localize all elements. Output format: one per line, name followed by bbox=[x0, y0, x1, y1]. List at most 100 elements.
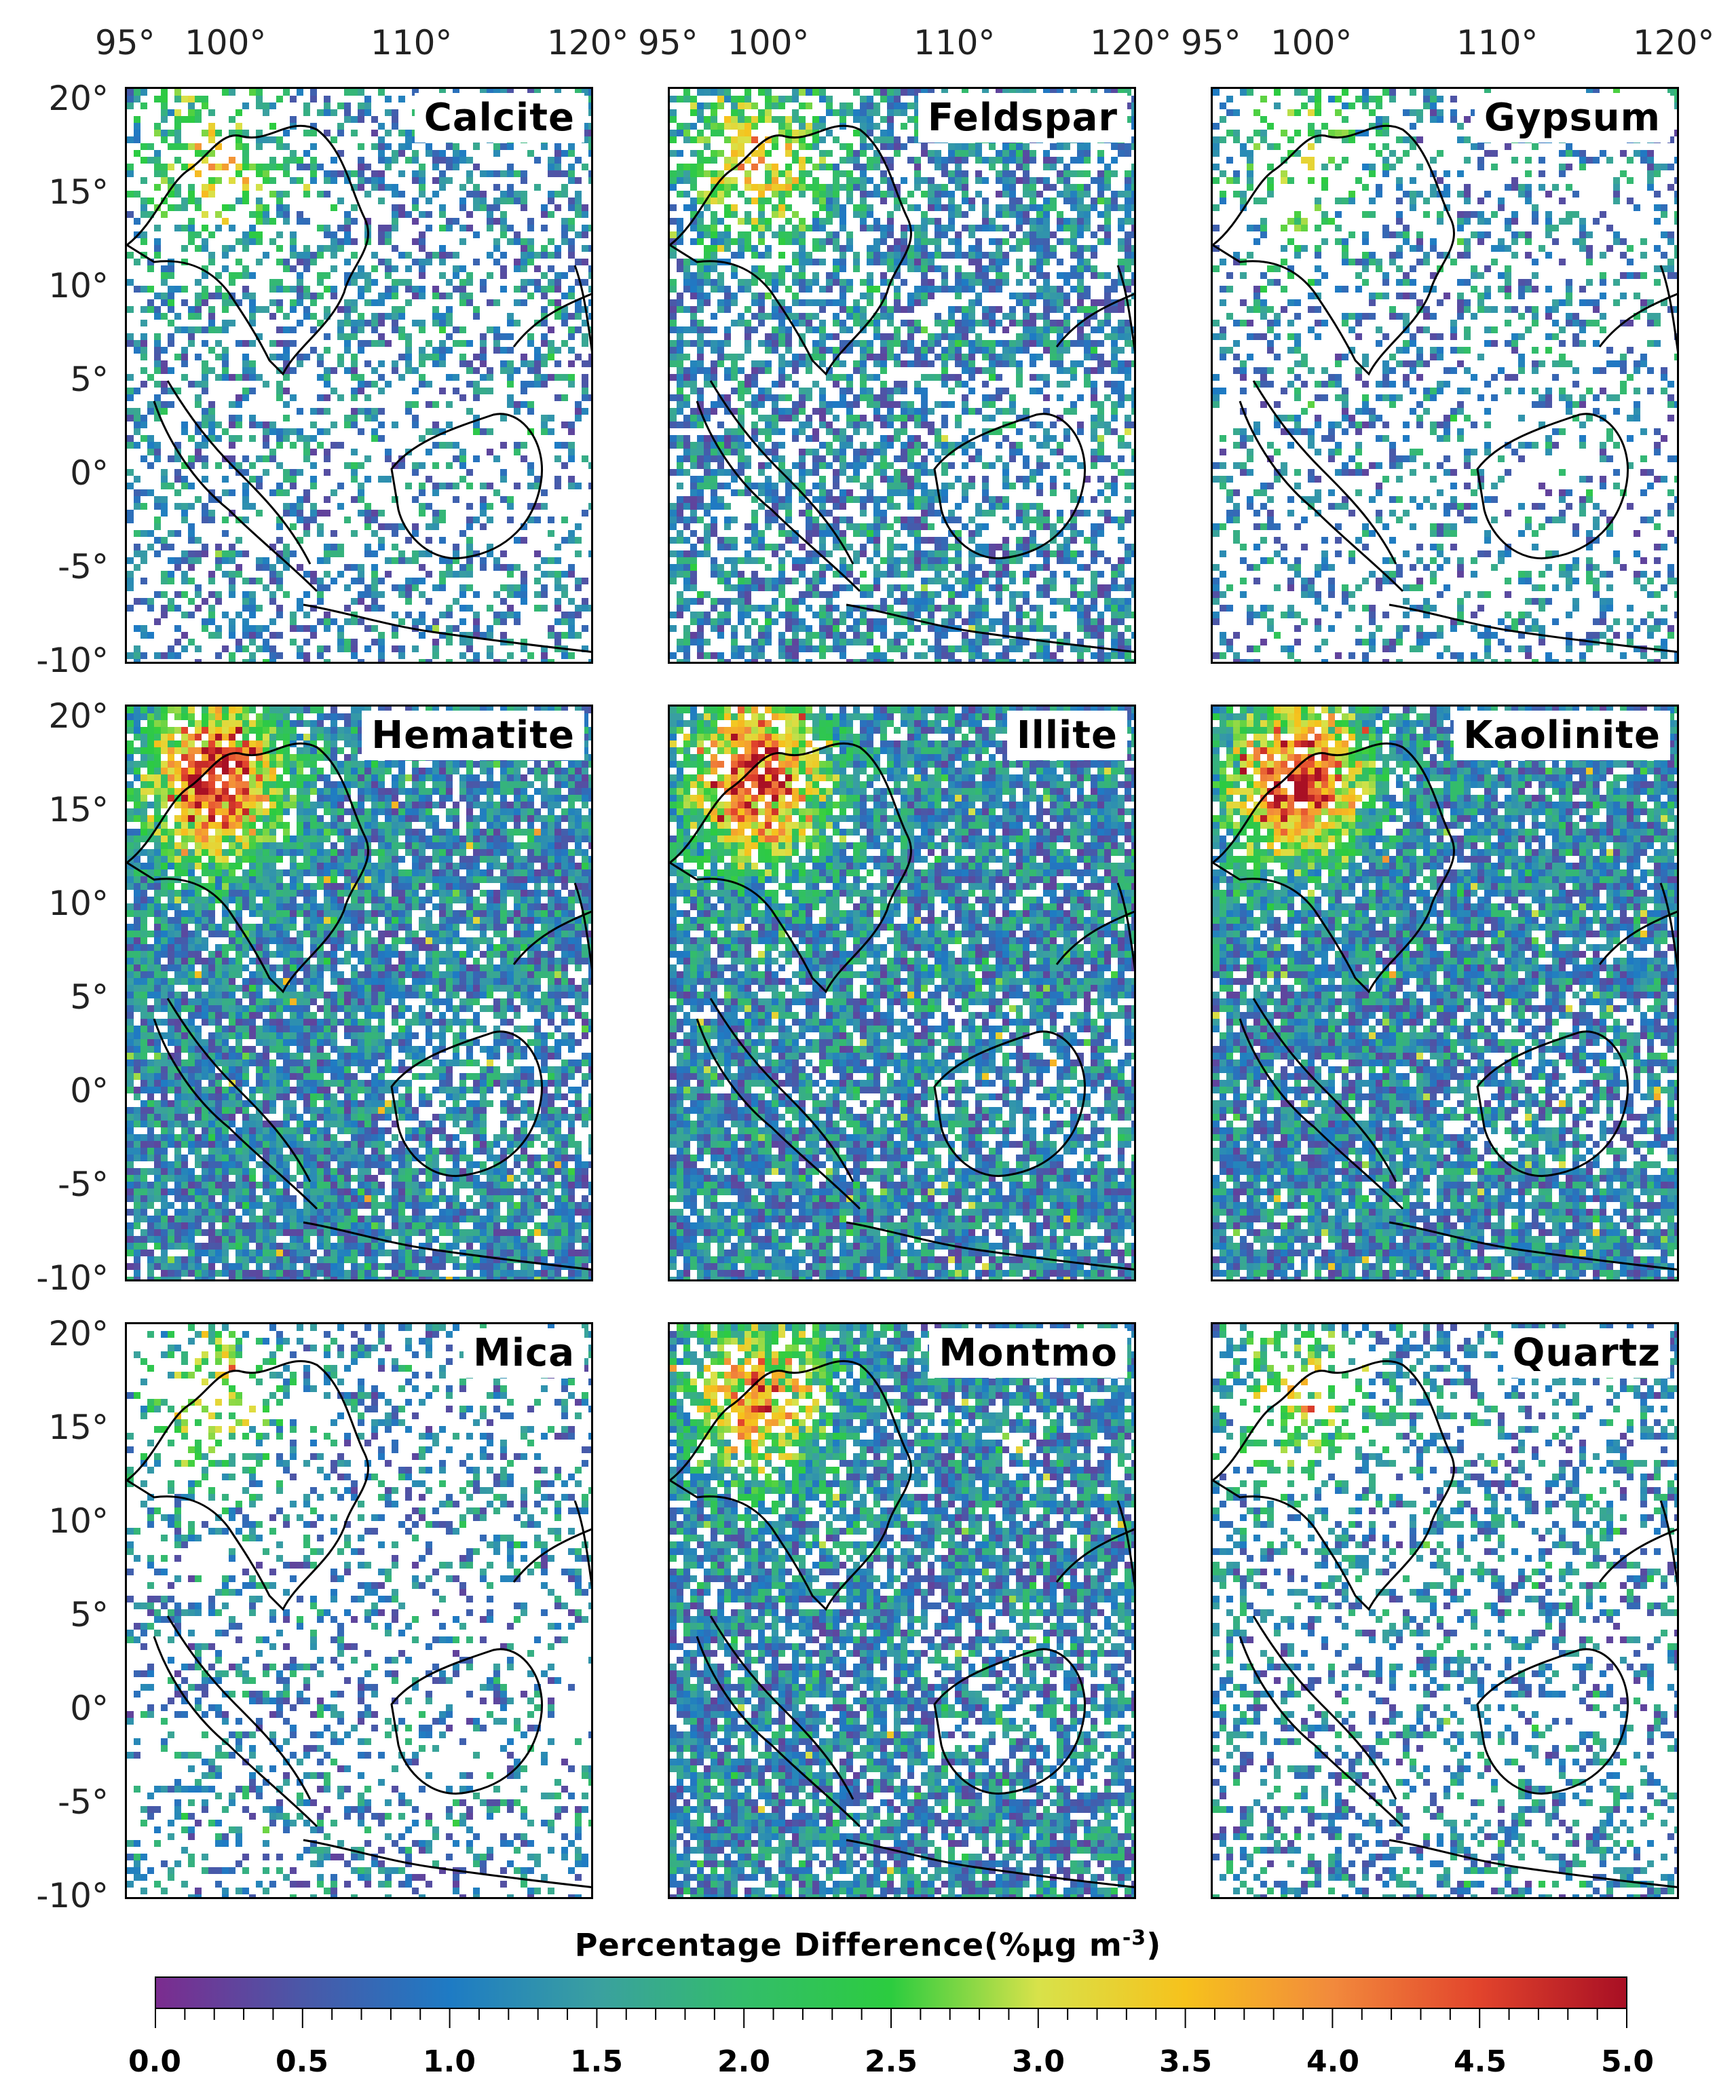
latitude-tick-label: 0° bbox=[7, 1071, 109, 1110]
coastline bbox=[1252, 380, 1397, 565]
longitude-tick-label: 95° bbox=[95, 23, 155, 62]
coastline bbox=[153, 1018, 318, 1210]
latitude-tick-label: 5° bbox=[7, 360, 109, 399]
coastline bbox=[846, 1221, 1134, 1271]
coastline bbox=[709, 380, 854, 565]
longitude-tick-label: 110° bbox=[1456, 23, 1538, 62]
coastline bbox=[933, 1648, 1086, 1795]
coastline bbox=[1239, 400, 1404, 593]
coastline bbox=[1659, 1500, 1677, 1588]
coastline bbox=[696, 400, 861, 593]
coastline bbox=[573, 882, 591, 970]
map-panel-gypsum: Gypsum bbox=[1211, 87, 1679, 664]
longitude-tick-label: 95° bbox=[638, 23, 698, 62]
map-panel-montmo: Montmo bbox=[668, 1322, 1136, 1899]
panel-title: Gypsum bbox=[1474, 93, 1670, 143]
map-panel-illite: Illite bbox=[668, 705, 1136, 1281]
coastline bbox=[166, 998, 312, 1182]
coastline bbox=[1213, 742, 1455, 994]
latitude-tick-label: 5° bbox=[7, 1595, 109, 1634]
coastline bbox=[390, 1648, 543, 1795]
panel-title: Mica bbox=[464, 1328, 584, 1378]
colorbar-tick-label: 0.0 bbox=[128, 2044, 181, 2079]
coastline bbox=[1659, 265, 1677, 352]
latitude-tick-label: 20° bbox=[7, 79, 109, 118]
coastline bbox=[1213, 1360, 1455, 1611]
colorbar-tick-label: 2.5 bbox=[865, 2044, 918, 2079]
coastline bbox=[1389, 1221, 1677, 1271]
colorbar-tick-label: 3.5 bbox=[1159, 2044, 1212, 2079]
coastline bbox=[696, 1018, 861, 1210]
latitude-tick-label: 5° bbox=[7, 977, 109, 1017]
coastline bbox=[573, 1500, 591, 1588]
colorbar-tick-label: 3.0 bbox=[1012, 2044, 1065, 2079]
coastline bbox=[709, 1615, 854, 1800]
colorbar-tick-label: 2.0 bbox=[717, 2044, 770, 2079]
latitude-tick-label: -10° bbox=[7, 1876, 109, 1915]
coastline bbox=[127, 1360, 369, 1611]
latitude-tick-label: 10° bbox=[7, 266, 109, 305]
coastline bbox=[670, 124, 912, 376]
coastline bbox=[670, 742, 912, 994]
colorbar-tick-label: 0.5 bbox=[276, 2044, 328, 2079]
coastline bbox=[1213, 124, 1455, 376]
latitude-tick-label: 10° bbox=[7, 884, 109, 923]
coastline bbox=[1252, 1615, 1397, 1800]
colorbar-tick-label: 4.0 bbox=[1306, 2044, 1359, 2079]
colorbar-tick-label: 4.5 bbox=[1454, 2044, 1507, 2079]
panel-title: Feldspar bbox=[918, 93, 1127, 143]
coastline bbox=[1116, 265, 1134, 352]
coastline bbox=[153, 400, 318, 593]
coastline bbox=[1659, 882, 1677, 970]
longitude-tick-label: 120° bbox=[1090, 23, 1171, 62]
latitude-tick-label: 15° bbox=[7, 172, 109, 212]
panel-title: Hematite bbox=[362, 711, 584, 760]
map-panel-mica: Mica bbox=[125, 1322, 593, 1899]
panel-title: Quartz bbox=[1503, 1328, 1670, 1378]
coastline bbox=[390, 413, 543, 559]
coastline bbox=[127, 124, 369, 376]
map-panel-quartz: Quartz bbox=[1211, 1322, 1679, 1899]
longitude-tick-label: 100° bbox=[728, 23, 809, 62]
coastline bbox=[1389, 603, 1677, 653]
longitude-tick-label: 110° bbox=[913, 23, 995, 62]
latitude-tick-label: -5° bbox=[7, 1165, 109, 1204]
longitude-tick-label: 100° bbox=[1270, 23, 1352, 62]
colorbar-tick-label: 1.5 bbox=[570, 2044, 623, 2079]
latitude-tick-label: 10° bbox=[7, 1501, 109, 1541]
coastline bbox=[303, 1221, 591, 1271]
longitude-tick-label: 110° bbox=[371, 23, 452, 62]
map-panel-feldspar: Feldspar bbox=[668, 87, 1136, 664]
latitude-tick-label: 15° bbox=[7, 1408, 109, 1447]
coastline bbox=[709, 998, 854, 1182]
latitude-tick-label: 15° bbox=[7, 790, 109, 829]
coastline bbox=[933, 413, 1086, 559]
coastline bbox=[1252, 998, 1397, 1182]
colorbar-tick-label: 5.0 bbox=[1601, 2044, 1654, 2079]
longitude-tick-label: 120° bbox=[547, 23, 628, 62]
colorbar-tick-label: 1.0 bbox=[423, 2044, 476, 2079]
coastline bbox=[1476, 413, 1629, 559]
coastline bbox=[1239, 1018, 1404, 1210]
coastline bbox=[1116, 882, 1134, 970]
coastline bbox=[696, 1636, 861, 1828]
latitude-tick-label: 20° bbox=[7, 696, 109, 736]
map-panel-kaolinite: Kaolinite bbox=[1211, 705, 1679, 1281]
panel-title: Illite bbox=[1006, 711, 1127, 760]
colorbar-ticks bbox=[155, 2009, 1627, 2028]
coastline bbox=[846, 603, 1134, 653]
coastline bbox=[1239, 1636, 1404, 1828]
map-panel-hematite: Hematite bbox=[125, 705, 593, 1281]
coastline bbox=[303, 1839, 591, 1888]
colorbar-title: Percentage Difference(%μg m-3) bbox=[0, 1926, 1736, 1963]
coastline bbox=[390, 1030, 543, 1177]
coastline bbox=[127, 742, 369, 994]
coastline bbox=[1476, 1030, 1629, 1177]
longitude-tick-label: 120° bbox=[1633, 23, 1714, 62]
panel-title: Calcite bbox=[414, 93, 584, 143]
coastline bbox=[166, 1615, 312, 1800]
latitude-tick-label: 0° bbox=[7, 453, 109, 493]
coastline bbox=[1389, 1839, 1677, 1888]
latitude-tick-label: -5° bbox=[7, 1782, 109, 1822]
coastline bbox=[303, 603, 591, 653]
